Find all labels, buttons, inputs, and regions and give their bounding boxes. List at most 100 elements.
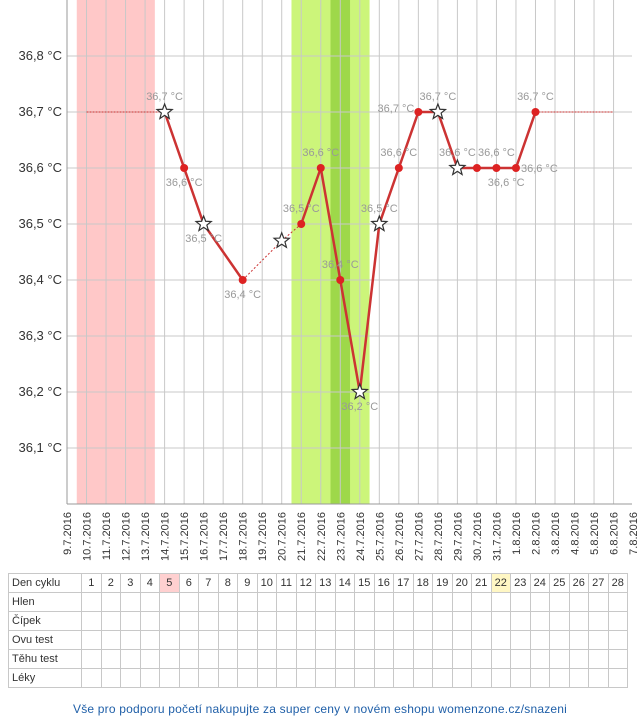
empty-cell	[510, 630, 531, 650]
cycle-day-cell: 5	[159, 573, 180, 593]
empty-cell	[256, 649, 277, 669]
temperature-data-label: 36,6 °C	[439, 147, 476, 159]
x-tick-label: 16.7.2016	[199, 512, 211, 561]
empty-cell	[568, 649, 589, 669]
x-tick-label: 12.7.2016	[121, 512, 133, 561]
cycle-day-cell: 16	[373, 573, 394, 593]
table-row: Hlen	[8, 592, 628, 612]
cycle-day-cell: 15	[354, 573, 375, 593]
empty-cell	[432, 668, 453, 688]
empty-cell	[120, 630, 141, 650]
empty-cell	[568, 668, 589, 688]
empty-cell	[588, 668, 609, 688]
empty-cell	[490, 649, 511, 669]
empty-cell	[510, 668, 531, 688]
empty-cell	[334, 649, 355, 669]
row-label: Čípek	[8, 611, 82, 631]
empty-cell	[529, 592, 550, 612]
empty-cell	[198, 668, 219, 688]
cycle-day-cell: 12	[295, 573, 316, 593]
x-tick-label: 21.7.2016	[296, 512, 308, 561]
empty-cell	[237, 649, 258, 669]
empty-cell	[295, 611, 316, 631]
dot-marker	[180, 164, 189, 172]
empty-cell	[334, 592, 355, 612]
empty-cell	[295, 592, 316, 612]
empty-cell	[237, 668, 258, 688]
empty-cell	[217, 611, 238, 631]
empty-cell	[120, 668, 141, 688]
empty-cell	[315, 630, 336, 650]
cycle-day-cell: 27	[588, 573, 609, 593]
empty-cell	[139, 630, 160, 650]
empty-cell	[217, 668, 238, 688]
empty-cell	[607, 592, 628, 612]
y-tick-label: 36,3 °C	[18, 328, 62, 343]
empty-cell	[510, 649, 531, 669]
dot-marker	[414, 108, 423, 116]
empty-cell	[373, 649, 394, 669]
empty-cell	[100, 611, 121, 631]
empty-cell	[588, 630, 609, 650]
empty-cell	[432, 630, 453, 650]
empty-cell	[139, 649, 160, 669]
star-marker	[272, 231, 291, 249]
empty-cell	[510, 611, 531, 631]
cycle-day-cell: 25	[549, 573, 570, 593]
empty-cell	[334, 611, 355, 631]
table-row: Ovu test	[8, 630, 628, 650]
empty-cell	[393, 592, 414, 612]
empty-cell	[412, 649, 433, 669]
empty-cell	[451, 649, 472, 669]
dot-marker	[297, 220, 306, 228]
band-menstruation	[76, 0, 155, 504]
empty-cell	[471, 592, 492, 612]
eshop-footer-link[interactable]: Vše pro podporu početí nakupujte za supe…	[72, 702, 568, 716]
empty-cell	[373, 630, 394, 650]
cycle-day-cell: 6	[178, 573, 199, 593]
cycle-day-cell: 7	[198, 573, 219, 593]
empty-cell	[81, 630, 102, 650]
empty-cell	[354, 668, 375, 688]
x-tick-label: 25.7.2016	[374, 512, 386, 561]
empty-cell	[100, 649, 121, 669]
y-tick-label: 36,6 °C	[18, 160, 62, 175]
row-label: Hlen	[8, 592, 82, 612]
empty-cell	[276, 630, 297, 650]
empty-cell	[295, 668, 316, 688]
empty-cell	[393, 611, 414, 631]
cycle-day-cell: 3	[120, 573, 141, 593]
x-tick-label: 31.7.2016	[491, 512, 503, 561]
star-marker	[428, 102, 448, 120]
empty-cell	[81, 668, 102, 688]
cycle-day-cell: 1	[81, 573, 102, 593]
empty-cell	[354, 630, 375, 650]
empty-cell	[607, 668, 628, 688]
empty-cell	[237, 592, 258, 612]
empty-cell	[412, 668, 433, 688]
empty-cell	[178, 611, 199, 631]
empty-cell	[178, 592, 199, 612]
empty-cell	[315, 668, 336, 688]
cycle-day-cell: 21	[471, 573, 492, 593]
x-tick-label: 11.7.2016	[101, 512, 113, 560]
row-label: Léky	[8, 668, 82, 688]
x-tick-label: 18.7.2016	[238, 512, 250, 561]
empty-cell	[237, 630, 258, 650]
x-tick-label: 22.7.2016	[316, 512, 328, 561]
temperature-data-label: 36,6 °C	[166, 177, 203, 189]
empty-cell	[159, 611, 180, 631]
x-tick-label: 3.8.2016	[550, 512, 562, 555]
row-label: Den cyklu	[8, 573, 82, 593]
x-tick-label: 10.7.2016	[82, 512, 94, 561]
x-tick-label: 9.7.2016	[62, 512, 74, 555]
empty-cell	[393, 649, 414, 669]
empty-cell	[471, 649, 492, 669]
empty-cell	[373, 611, 394, 631]
temperature-data-label: 36,5 °C	[185, 233, 222, 245]
x-tick-label: 20.7.2016	[277, 512, 289, 561]
x-tick-label: 15.7.2016	[179, 512, 191, 561]
empty-cell	[159, 649, 180, 669]
cycle-day-cell: 8	[217, 573, 238, 593]
temperature-data-label: 36,6 °C	[478, 147, 515, 159]
